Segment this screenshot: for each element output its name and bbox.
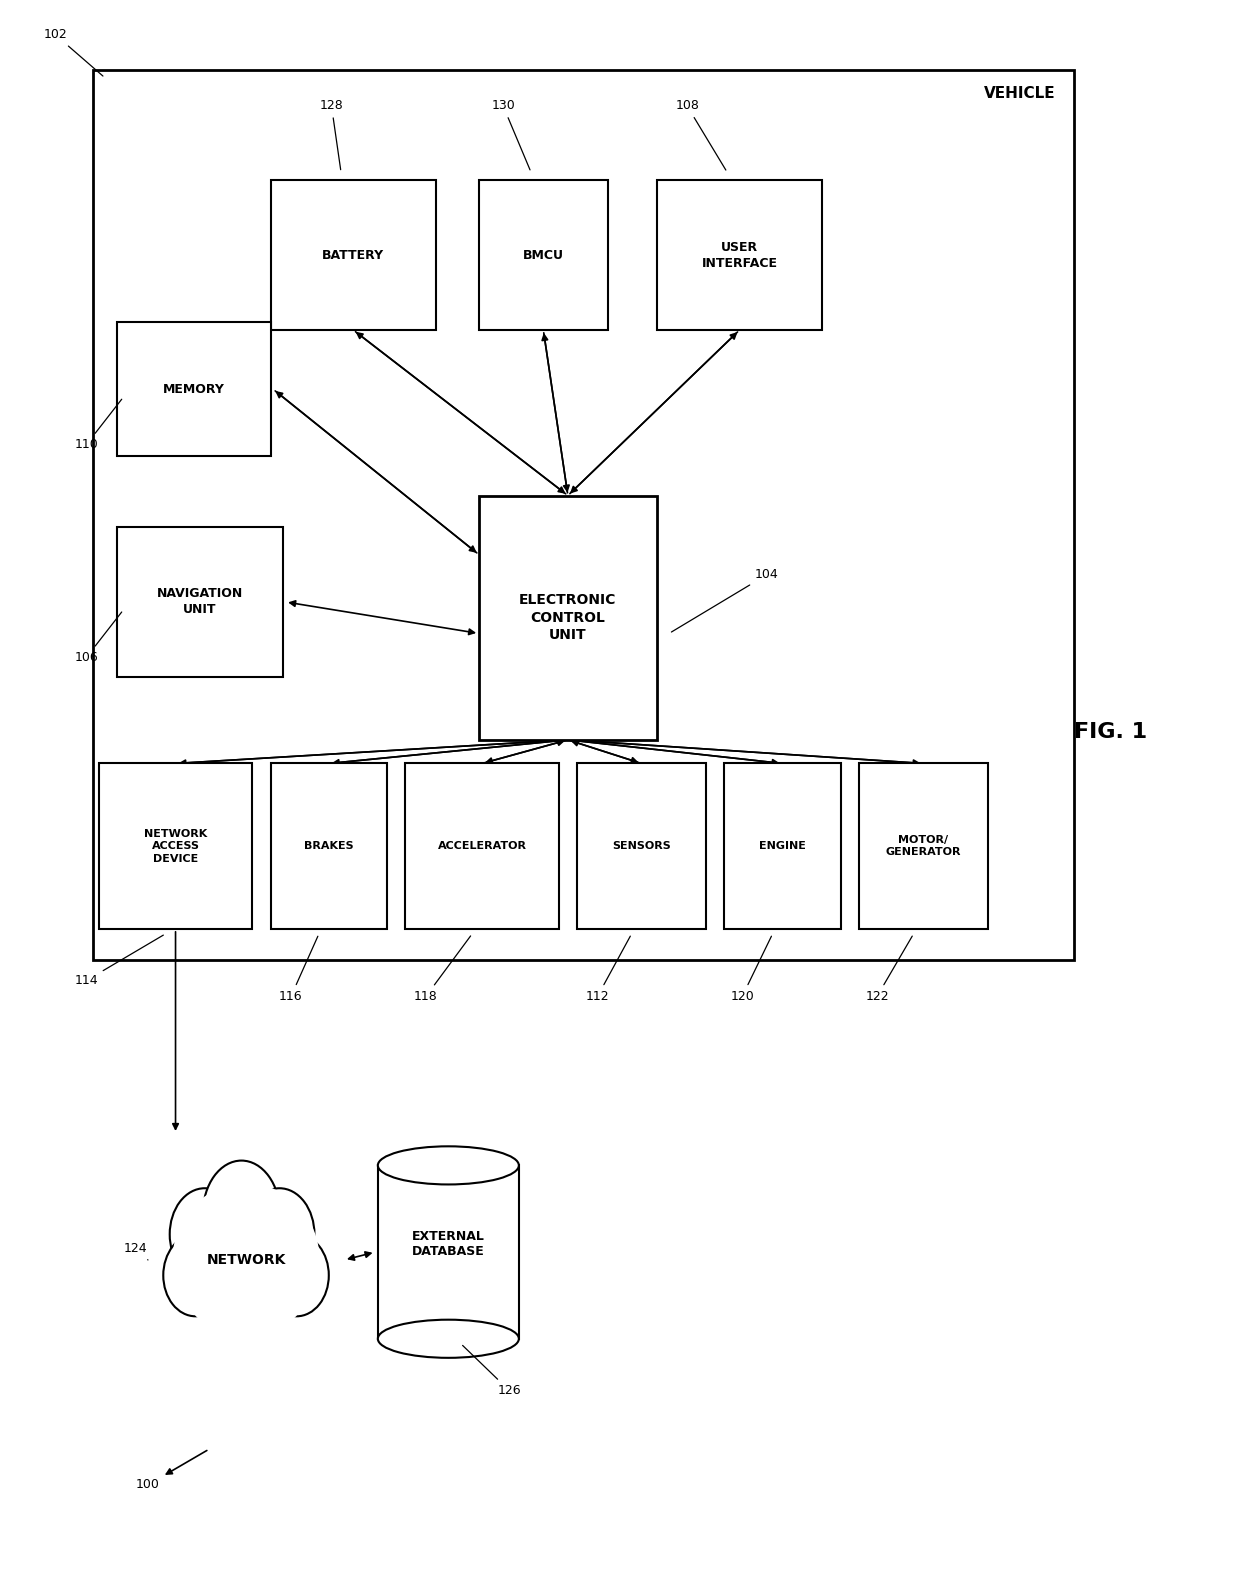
Text: ENGINE: ENGINE xyxy=(759,841,806,851)
FancyBboxPatch shape xyxy=(270,763,387,929)
Text: SENSORS: SENSORS xyxy=(613,841,671,851)
Text: BMCU: BMCU xyxy=(523,248,564,262)
Text: 122: 122 xyxy=(866,937,913,1003)
Ellipse shape xyxy=(211,1253,281,1324)
Text: 118: 118 xyxy=(414,937,471,1003)
Ellipse shape xyxy=(172,1183,320,1337)
Ellipse shape xyxy=(203,1161,280,1267)
Ellipse shape xyxy=(244,1188,315,1280)
Text: VEHICLE: VEHICLE xyxy=(983,86,1055,100)
Text: 112: 112 xyxy=(585,937,630,1003)
FancyBboxPatch shape xyxy=(479,496,657,739)
Text: MEMORY: MEMORY xyxy=(162,383,224,396)
FancyBboxPatch shape xyxy=(405,763,559,929)
Text: 104: 104 xyxy=(671,568,779,631)
Text: NAVIGATION
UNIT: NAVIGATION UNIT xyxy=(157,587,243,617)
Text: BRAKES: BRAKES xyxy=(304,841,353,851)
Text: 130: 130 xyxy=(491,100,529,170)
Text: 120: 120 xyxy=(730,937,771,1003)
FancyBboxPatch shape xyxy=(93,70,1074,960)
FancyBboxPatch shape xyxy=(724,763,841,929)
Ellipse shape xyxy=(170,1188,239,1280)
Text: NETWORK
ACCESS
DEVICE: NETWORK ACCESS DEVICE xyxy=(144,828,207,863)
Text: FIG. 1: FIG. 1 xyxy=(1074,722,1147,743)
Text: 110: 110 xyxy=(74,399,122,452)
Text: 128: 128 xyxy=(320,100,343,170)
Ellipse shape xyxy=(264,1234,329,1317)
Text: 106: 106 xyxy=(74,612,122,665)
Text: 116: 116 xyxy=(279,937,317,1003)
Ellipse shape xyxy=(203,1161,280,1267)
Text: BATTERY: BATTERY xyxy=(322,248,384,262)
Text: NETWORK: NETWORK xyxy=(206,1253,285,1267)
FancyBboxPatch shape xyxy=(378,1165,518,1339)
Ellipse shape xyxy=(170,1188,239,1280)
FancyBboxPatch shape xyxy=(99,763,252,929)
Ellipse shape xyxy=(244,1188,315,1280)
FancyBboxPatch shape xyxy=(479,180,608,331)
Text: ELECTRONIC
CONTROL
UNIT: ELECTRONIC CONTROL UNIT xyxy=(520,593,616,642)
Text: MOTOR/
GENERATOR: MOTOR/ GENERATOR xyxy=(885,835,961,857)
Text: 114: 114 xyxy=(74,935,164,987)
Ellipse shape xyxy=(378,1320,518,1358)
FancyBboxPatch shape xyxy=(270,180,436,331)
Text: 108: 108 xyxy=(675,100,725,170)
Ellipse shape xyxy=(164,1234,228,1317)
Ellipse shape xyxy=(378,1146,518,1185)
Ellipse shape xyxy=(164,1234,228,1317)
Text: 102: 102 xyxy=(43,29,103,76)
Text: 126: 126 xyxy=(463,1345,521,1398)
Text: 124: 124 xyxy=(124,1242,148,1259)
FancyBboxPatch shape xyxy=(118,323,270,456)
Ellipse shape xyxy=(211,1253,281,1324)
Ellipse shape xyxy=(154,1167,339,1352)
Text: EXTERNAL
DATABASE: EXTERNAL DATABASE xyxy=(412,1231,485,1258)
Text: 100: 100 xyxy=(135,1450,207,1491)
FancyBboxPatch shape xyxy=(657,180,822,331)
Text: ACCELERATOR: ACCELERATOR xyxy=(438,841,527,851)
Text: USER
INTERFACE: USER INTERFACE xyxy=(702,240,777,270)
Ellipse shape xyxy=(264,1234,329,1317)
FancyBboxPatch shape xyxy=(577,763,706,929)
FancyBboxPatch shape xyxy=(118,526,283,677)
FancyBboxPatch shape xyxy=(859,763,988,929)
